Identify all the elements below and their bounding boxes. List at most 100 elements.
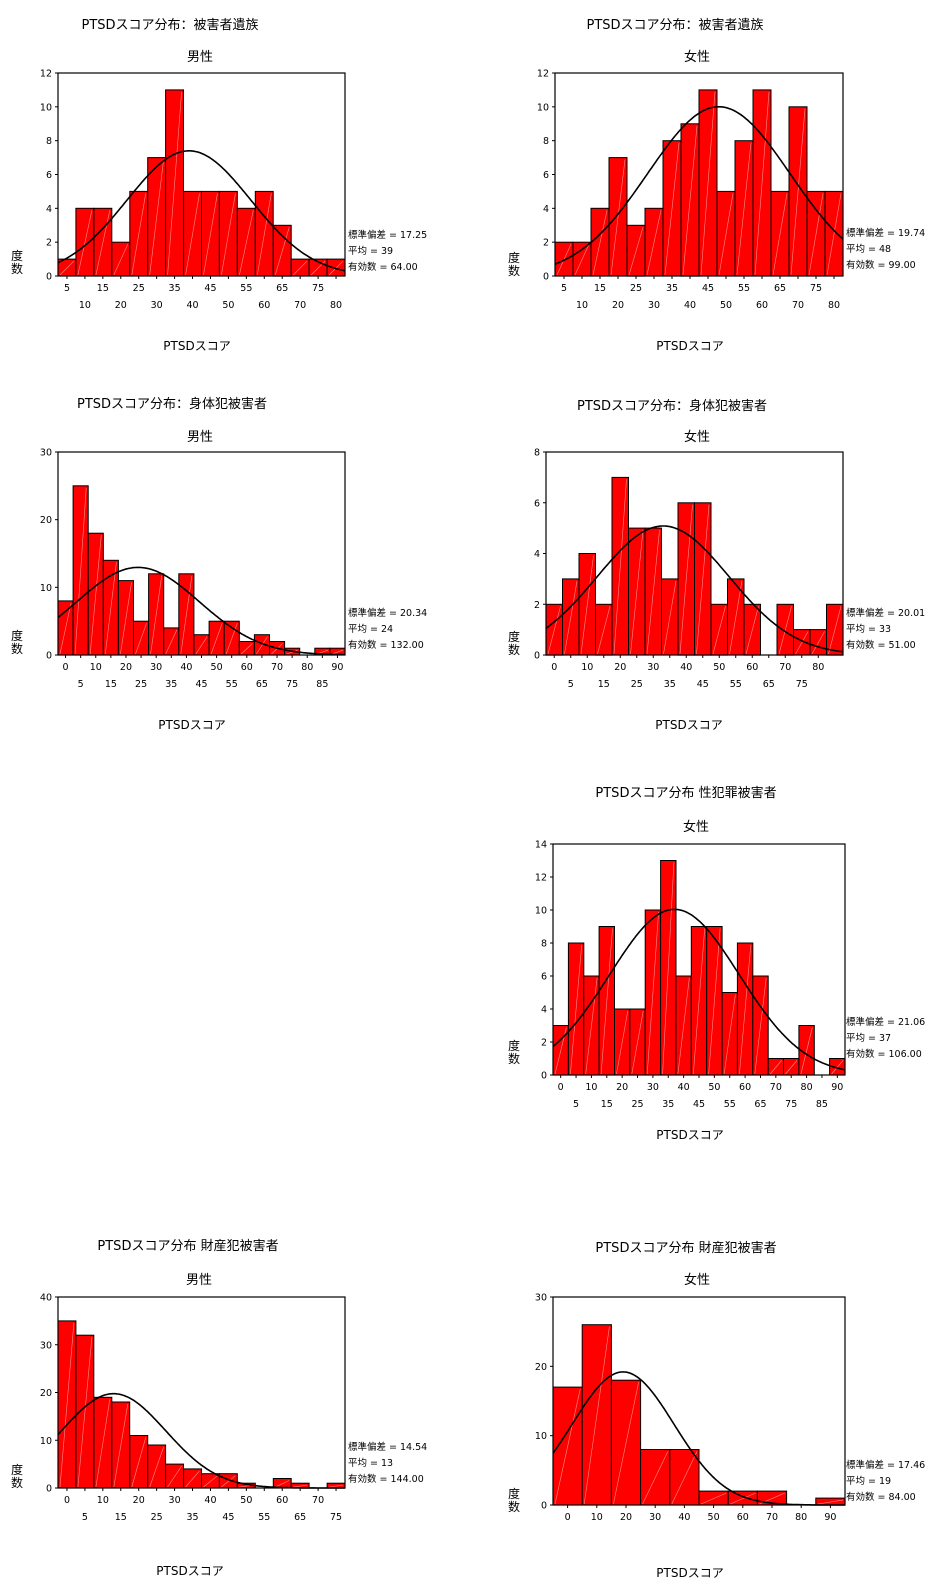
y-axis-label: 度数 [507, 251, 520, 278]
y-tick-label: 6 [541, 972, 547, 983]
x-tick-label: 65 [754, 1099, 766, 1110]
y-tick-label: 0 [534, 651, 540, 662]
y-tick-label: 20 [535, 1362, 547, 1373]
x-tick-label: 65 [256, 679, 268, 690]
x-tick-label: 35 [186, 1512, 198, 1523]
chart-subtitle: 女性 [683, 430, 711, 445]
stats-box: 標準偏差 = 14.54 平均 = 13 有効数 = 144.00 [348, 1440, 427, 1488]
y-axis-label: 度数 [507, 630, 520, 657]
bar-hatch [662, 862, 675, 1075]
y-tick-label: 20 [40, 515, 52, 526]
bar-hatch [167, 91, 182, 276]
std-dev-label: 標準偏差 = 17.46 [846, 1460, 926, 1471]
bar-hatch [59, 1322, 75, 1488]
bar-hatch [221, 1475, 236, 1488]
x-tick-label: 45 [697, 679, 709, 690]
bar-hatch [800, 1027, 813, 1075]
x-tick-label: 35 [666, 283, 678, 294]
x-tick-label: 30 [649, 1512, 661, 1523]
y-tick-label: 0 [541, 1071, 547, 1082]
x-tick-label: 40 [678, 1512, 690, 1523]
x-tick-label: 65 [276, 283, 288, 294]
y-tick-label: 4 [46, 204, 52, 215]
x-tick-label: 40 [678, 1082, 690, 1093]
x-axis-label: PTSDスコア [163, 339, 231, 353]
x-tick-label: 60 [746, 662, 758, 673]
bar-hatch [95, 1399, 111, 1488]
std-dev-label: 標準偏差 = 14.54 [348, 1442, 428, 1453]
y-tick-label: 8 [46, 136, 52, 147]
x-tick-label: 10 [90, 662, 102, 673]
chart-subtitle: 男性 [186, 430, 214, 445]
y-tick-label: 2 [534, 600, 540, 611]
plot-frame [552, 1296, 846, 1506]
x-tick-label: 25 [631, 679, 643, 690]
x-tick-label: 10 [576, 300, 588, 311]
x-tick-label: 60 [241, 662, 253, 673]
bar-hatch [221, 193, 236, 276]
bar-hatch [180, 575, 193, 655]
x-tick-label: 75 [796, 679, 808, 690]
x-tick-label: 75 [810, 283, 822, 294]
y-tick-label: 8 [534, 448, 540, 459]
x-tick-label: 30 [151, 300, 163, 311]
x-tick-label: 90 [331, 662, 343, 673]
bar-hatch [241, 643, 253, 655]
x-tick-label: 15 [97, 283, 109, 294]
bar-hatch [646, 911, 659, 1075]
x-tick-label: 15 [105, 679, 117, 690]
chart-title: PTSDスコア分布 財産犯被害者 [97, 1239, 279, 1254]
x-axis-label: PTSDスコア [156, 1564, 224, 1578]
mean-label: 平均 = 48 [846, 244, 892, 255]
x-tick-label: 90 [824, 1512, 836, 1523]
x-tick-label: 85 [816, 1099, 828, 1110]
bar-hatch [828, 606, 842, 655]
x-tick-label: 60 [756, 300, 768, 311]
x-tick-label: 45 [702, 283, 714, 294]
chart-title: PTSDスコア分布：身体犯被害者 [76, 397, 268, 412]
x-tick-label: 10 [581, 662, 593, 673]
y-axis-label: 度数 [10, 1463, 23, 1490]
x-tick-label: 20 [133, 1495, 145, 1506]
x-tick-label: 85 [316, 679, 328, 690]
x-tick-label: 5 [561, 283, 567, 294]
mean-label: 平均 = 33 [846, 624, 892, 635]
y-tick-label: 4 [543, 204, 549, 215]
x-tick-label: 50 [708, 1512, 720, 1523]
bar-hatch [574, 244, 590, 276]
x-tick-label: 0 [551, 662, 557, 673]
mean-label: 平均 = 39 [348, 246, 394, 257]
bar-hatch [257, 193, 272, 276]
x-tick-label: 15 [598, 679, 610, 690]
x-tick-label: 20 [614, 662, 626, 673]
y-tick-label: 8 [541, 939, 547, 950]
bar-hatch [646, 210, 662, 276]
bar-hatch [677, 977, 690, 1075]
x-tick-label: 15 [115, 1512, 127, 1523]
x-tick-label: 20 [616, 1082, 628, 1093]
x-tick-label: 40 [680, 662, 692, 673]
y-tick-label: 2 [46, 238, 52, 249]
x-tick-label: 50 [720, 300, 732, 311]
bar-hatch [564, 580, 578, 655]
bar-hatch [712, 606, 726, 655]
x-tick-label: 70 [792, 300, 804, 311]
y-tick-label: 10 [535, 906, 547, 917]
bar-hatch [826, 193, 842, 276]
bar-hatch [203, 193, 218, 276]
x-tick-label: 60 [739, 1082, 751, 1093]
x-tick-label: 45 [195, 679, 207, 690]
x-tick-label: 40 [180, 662, 192, 673]
valid-n-label: 有効数 = 84.00 [846, 1492, 916, 1503]
x-tick-label: 30 [169, 1495, 181, 1506]
x-tick-label: 55 [258, 1512, 270, 1523]
bar-hatch [730, 1492, 756, 1505]
x-tick-label: 50 [708, 1082, 720, 1093]
x-tick-label: 5 [573, 1099, 579, 1110]
x-tick-label: 30 [150, 662, 162, 673]
chart-subtitle: 女性 [683, 50, 711, 65]
bar-hatch [700, 1492, 727, 1505]
x-tick-label: 55 [724, 1099, 736, 1110]
